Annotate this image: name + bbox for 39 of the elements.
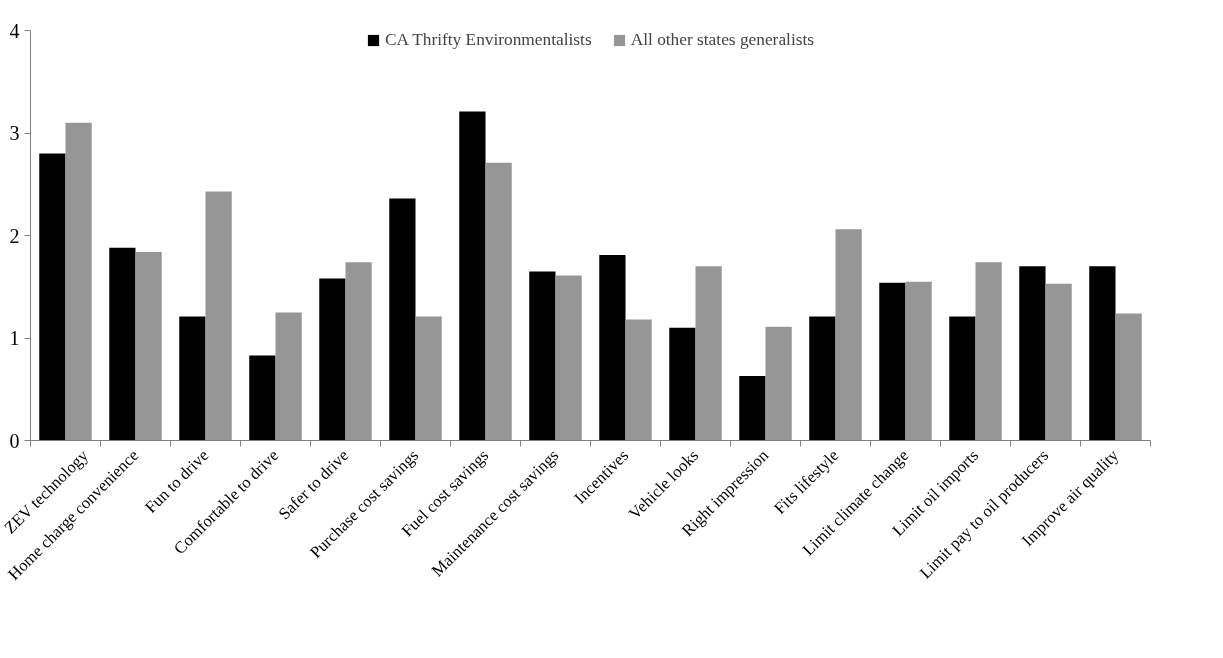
bar <box>555 275 582 441</box>
bar <box>599 254 626 441</box>
bar <box>975 262 1002 441</box>
bar <box>319 278 346 441</box>
bar <box>835 229 862 441</box>
bar <box>345 262 372 441</box>
bar <box>1089 266 1116 441</box>
y-tick-label: 0 <box>9 429 20 452</box>
bar <box>275 312 302 441</box>
bar <box>695 266 722 441</box>
y-tick-label: 3 <box>9 122 20 144</box>
bar <box>179 316 206 441</box>
legend-label: CA Thrifty Environmentalists <box>385 30 592 50</box>
bar <box>135 251 162 441</box>
bar <box>389 198 416 441</box>
bar <box>109 247 136 441</box>
y-tick-label: 1 <box>9 327 20 349</box>
bar <box>459 111 486 441</box>
bar <box>739 375 766 441</box>
bar <box>809 316 836 441</box>
bar <box>205 191 232 441</box>
y-tick-label: 2 <box>9 224 20 247</box>
y-tick-label: 4 <box>9 19 20 42</box>
bar <box>765 326 792 441</box>
bar <box>65 122 92 441</box>
bar <box>949 316 976 441</box>
bar <box>415 316 442 441</box>
bar <box>485 162 512 441</box>
bar <box>1115 313 1142 441</box>
legend-label: All other states generalists <box>630 30 814 50</box>
bar <box>669 327 696 441</box>
bar <box>905 281 932 441</box>
bar <box>39 153 66 441</box>
bar <box>249 355 276 441</box>
bar <box>1019 266 1046 441</box>
bar <box>625 319 652 441</box>
bar <box>1045 283 1072 441</box>
bar <box>529 271 556 441</box>
bar <box>879 282 906 441</box>
